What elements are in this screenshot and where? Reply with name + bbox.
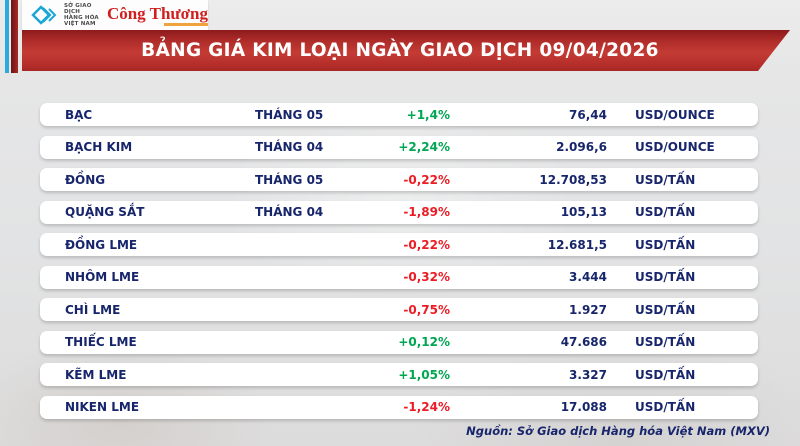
price-value: 12.708,53 (539, 172, 607, 187)
logo-plate: SỞ GIAO DỊCH HÀNG HÓA VIỆT NAM Công Thươ… (22, 0, 208, 30)
table-row: BẠC THÁNG 05 +1,4% 76,44 USD/OUNCE (40, 103, 758, 126)
price-value: 1.927 (569, 302, 607, 317)
congthuong-tagline-strip (164, 22, 208, 26)
price-unit: USD/TẤN (635, 400, 696, 414)
change-percent: -0,22% (403, 172, 450, 187)
table-row: NIKEN LME -1,24% 17.088 USD/TẤN (40, 395, 758, 419)
price-unit: USD/TẤN (635, 270, 696, 284)
change-percent: -0,75% (403, 302, 450, 317)
mxv-logo-text: SỞ GIAO DỊCH HÀNG HÓA VIỆT NAM (64, 3, 99, 27)
table-row: QUẶNG SẮT THÁNG 04 -1,89% 105,13 USD/TẤN (40, 200, 758, 224)
change-percent: -0,32% (403, 270, 450, 284)
price-table: BẠC THÁNG 05 +1,4% 76,44 USD/OUNCE BẠCH … (40, 103, 758, 428)
left-accent-bar-cyan (5, 0, 9, 73)
price-value: 17.088 (560, 400, 607, 414)
left-accent-bar-maroon (11, 0, 18, 73)
congthuong-logo-text: Công Thương (106, 3, 208, 23)
change-percent: +0,12% (398, 335, 450, 349)
price-unit: USD/TẤN (635, 335, 696, 349)
table-row: BẠCH KIM THÁNG 04 +2,24% 2.096,6 USD/OUN… (40, 135, 758, 159)
contract-month: THÁNG 05 (255, 107, 324, 122)
change-percent: +2,24% (398, 140, 450, 154)
contract-month: THÁNG 04 (255, 205, 324, 219)
page-title: BẢNG GIÁ KIM LOẠI NGÀY GIAO DỊCH 09/04/2… (141, 40, 659, 61)
price-value: 76,44 (569, 107, 607, 122)
title-banner: BẢNG GIÁ KIM LOẠI NGÀY GIAO DỊCH 09/04/2… (22, 30, 790, 71)
table-row: NHÔM LME -0,32% 3.444 USD/TẤN (40, 265, 758, 289)
commodity-name: ĐỒNG LME (65, 237, 138, 252)
contract-month: THÁNG 05 (255, 172, 324, 187)
price-unit: USD/TẤN (635, 172, 696, 187)
change-percent: -0,22% (403, 237, 450, 252)
change-percent: +1,4% (406, 107, 450, 122)
table-row: ĐỒNG LME -0,22% 12.681,5 USD/TẤN (40, 233, 758, 256)
price-unit: USD/TẤN (635, 302, 696, 317)
commodity-name: BẠCH KIM (65, 140, 133, 154)
price-value: 105,13 (560, 205, 607, 219)
commodity-name: NHÔM LME (65, 270, 140, 284)
price-unit: USD/TẤN (635, 237, 696, 252)
source-note: Nguồn: Sở Giao dịch Hàng hóa Việt Nam (M… (466, 424, 770, 438)
commodity-name: CHÌ LME (65, 302, 121, 317)
mxv-logo-icon (31, 5, 57, 25)
table-row: THIẾC LME +0,12% 47.686 USD/TẤN (40, 330, 758, 354)
change-percent: -1,24% (403, 400, 450, 414)
change-percent: +1,05% (398, 367, 450, 382)
price-value: 2.096,6 (556, 140, 607, 154)
price-value: 3.444 (569, 270, 607, 284)
congthuong-logo: Công Thương (107, 5, 208, 26)
table-row: ĐỒNG THÁNG 05 -0,22% 12.708,53 USD/TẤN (40, 168, 758, 191)
price-value: 3.327 (569, 367, 607, 382)
price-unit: USD/OUNCE (635, 107, 715, 122)
price-unit: USD/OUNCE (635, 140, 715, 154)
price-value: 47.686 (560, 335, 607, 349)
price-value: 12.681,5 (547, 237, 607, 252)
commodity-name: NIKEN LME (65, 400, 140, 414)
contract-month: THÁNG 04 (255, 140, 324, 154)
commodity-name: QUẶNG SẮT (65, 205, 145, 219)
price-unit: USD/TẤN (635, 367, 696, 382)
commodity-name: ĐỒNG (65, 172, 106, 187)
table-row: CHÌ LME -0,75% 1.927 USD/TẤN (40, 298, 758, 321)
table-row: KẼM LME +1,05% 3.327 USD/TẤN (40, 363, 758, 386)
commodity-name: KẼM LME (65, 367, 127, 382)
commodity-name: THIẾC LME (65, 335, 137, 349)
price-unit: USD/TẤN (635, 205, 696, 219)
commodity-name: BẠC (65, 107, 93, 122)
change-percent: -1,89% (403, 205, 450, 219)
